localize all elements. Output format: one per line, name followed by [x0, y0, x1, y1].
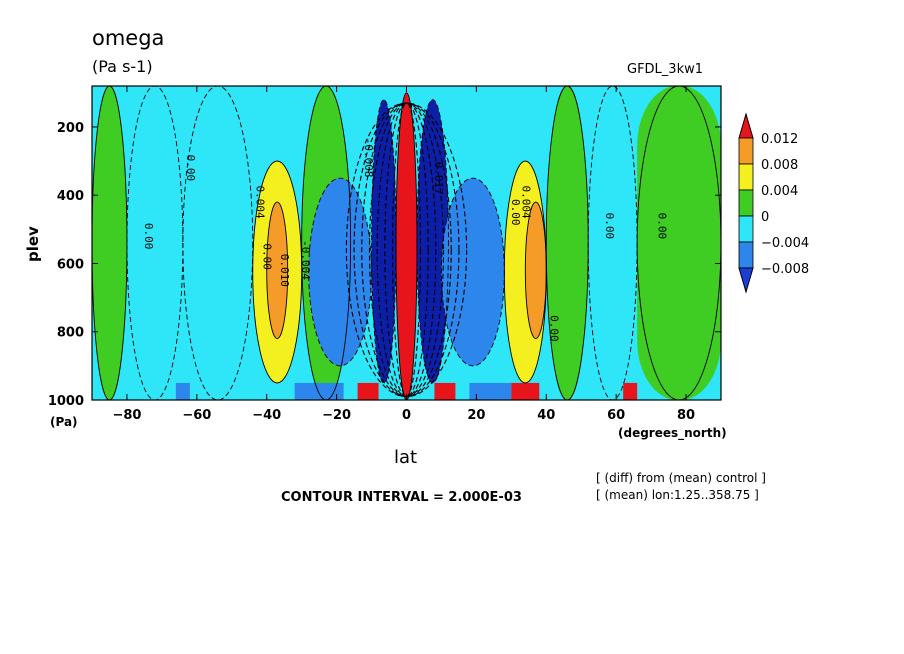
- plot-axes: −80 −60 −40 −20 0 20 40 60 80 200 400 600 800 1000: [48, 85, 722, 423]
- y-tick-label: 800: [57, 326, 84, 341]
- contour-line: [266, 201, 289, 340]
- surface-block: [357, 382, 379, 400]
- contour-label: 0.004: [519, 185, 532, 218]
- contour-label: 0.00: [509, 199, 522, 226]
- y-tick-label: 400: [57, 189, 84, 204]
- contour-line: [308, 177, 373, 367]
- colorbar-segment: [738, 215, 754, 243]
- contour-line: [92, 86, 128, 400]
- field-region: [525, 202, 547, 339]
- contour-label: -0.004: [299, 240, 312, 280]
- surface-block: [175, 382, 190, 400]
- surface-block: [434, 382, 456, 400]
- x-tick-label: 60: [607, 408, 625, 423]
- contour-label: 0.00: [261, 243, 274, 270]
- field-region: [92, 86, 127, 400]
- contour-line: [182, 86, 254, 400]
- field-region: [637, 86, 721, 400]
- x-tick-label: 40: [537, 408, 555, 423]
- contour-line: [384, 102, 429, 398]
- dataset-label: GFDL_3kw1: [627, 62, 704, 77]
- field-region: [416, 99, 449, 383]
- field-region: [266, 202, 288, 339]
- colorbar-arrow-top: [738, 112, 754, 139]
- field-region: [126, 86, 183, 400]
- contour-line: [353, 102, 460, 398]
- chart-units: (Pa s-1): [92, 57, 153, 76]
- field-region: [182, 86, 253, 400]
- note-mean: [ (mean) lon:1.25..358.75 ]: [596, 488, 759, 502]
- contour-label: 0.00: [603, 213, 616, 240]
- colorbar-segment: [738, 189, 754, 217]
- contour-field: [92, 86, 721, 400]
- contour-label: 0.00: [547, 315, 560, 342]
- x-tick-label: −20: [322, 408, 351, 423]
- field-region: [546, 86, 589, 400]
- contour-label: 0.00: [184, 155, 197, 182]
- y-axis-unit: (Pa): [50, 415, 78, 429]
- x-axis-label: lat: [394, 447, 418, 468]
- y-tick-label: 200: [57, 121, 84, 136]
- contour-label: 0.004: [254, 185, 267, 218]
- surface-block: [511, 382, 540, 400]
- colorbar-arrow-bottom: [738, 267, 754, 294]
- contour-label: 0.00: [656, 213, 669, 240]
- note-diff: [ (diff) from (mean) control ]: [596, 471, 766, 485]
- colorbar-label: 0.004: [761, 184, 798, 199]
- x-tick-label: −60: [182, 408, 211, 423]
- x-tick-label: 20: [467, 408, 485, 423]
- colorbar-label: −0.004: [761, 236, 809, 251]
- x-tick-label: 80: [677, 408, 695, 423]
- colorbar-label: 0.012: [761, 132, 798, 147]
- contour-line: [416, 99, 449, 384]
- field-region: [441, 178, 505, 366]
- surface-block: [294, 382, 344, 400]
- colorbar-segment: [738, 241, 754, 269]
- field-region: [396, 92, 417, 400]
- y-tick-label: 600: [57, 257, 84, 272]
- chart-title: omega: [92, 26, 165, 50]
- x-tick-label: 0: [402, 408, 411, 423]
- x-tick-label: −40: [252, 408, 281, 423]
- contour-label: -0.008: [362, 138, 375, 178]
- contour-interval-text: CONTOUR INTERVAL = 2.000E-03: [281, 490, 522, 505]
- colorbar-segment: [738, 137, 754, 165]
- y-tick-label: 1000: [48, 394, 84, 409]
- field-region: [371, 99, 397, 383]
- field-region: [308, 178, 372, 366]
- field-region: [588, 86, 638, 400]
- contour-lines: [92, 86, 721, 400]
- colorbar-label: 0: [761, 210, 769, 225]
- colorbar-label: 0.008: [761, 158, 798, 173]
- contour-label: 0.00: [142, 223, 155, 250]
- x-tick-label: −80: [112, 408, 141, 423]
- colorbar-segment: [738, 163, 754, 191]
- contour-label: 0.010: [278, 254, 291, 287]
- surface-block: [623, 382, 638, 400]
- colorbar: 0.012 0.008 0.004 0 −0.004 −0.008: [738, 112, 809, 294]
- x-axis-unit: (degrees_north): [618, 426, 727, 440]
- contour-label: 0.017: [432, 162, 445, 195]
- surface-block: [469, 382, 512, 400]
- colorbar-label: −0.008: [761, 262, 809, 277]
- contour-line: [301, 86, 352, 400]
